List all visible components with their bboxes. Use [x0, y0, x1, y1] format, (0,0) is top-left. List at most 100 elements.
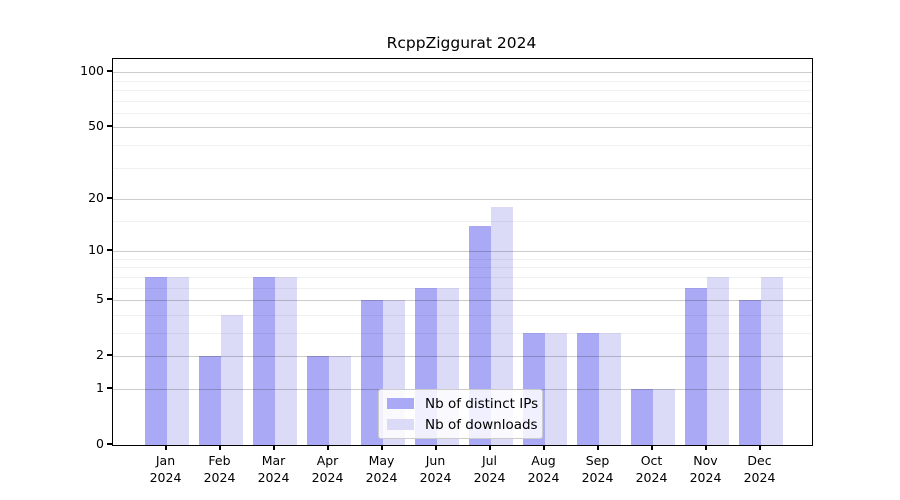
- bar-downloads-nov: [706, 276, 729, 445]
- x-axis-tick: [488, 445, 491, 450]
- x-tick-label: May 2024: [347, 452, 417, 486]
- bar-ips-oct: [630, 388, 653, 445]
- bar-downloads-apr: [328, 356, 351, 445]
- x-axis-tick: [758, 445, 761, 450]
- x-tick-label: Mar 2024: [239, 452, 309, 486]
- x-tick-label-year: 2024: [473, 470, 506, 485]
- legend-swatch-downloads: [387, 419, 414, 430]
- bar-ips-apr: [306, 356, 329, 445]
- legend-row-distinct-ips: Nb of distinct IPs: [387, 396, 538, 412]
- gridline-major: [113, 72, 812, 74]
- x-tick-label-year: 2024: [635, 470, 668, 485]
- x-tick-label-year: 2024: [311, 470, 344, 485]
- x-axis-tick: [164, 445, 167, 450]
- legend: Nb of distinct IPs Nb of downloads: [378, 389, 543, 439]
- bar-downloads-dec: [760, 276, 783, 445]
- y-tick-label: 2: [96, 347, 104, 363]
- x-tick-label-year: 2024: [203, 470, 236, 485]
- x-axis-tick: [380, 445, 383, 450]
- bar-downloads-sep: [598, 332, 621, 445]
- bar-ips-dec: [738, 300, 761, 445]
- bar-downloads-aug: [544, 332, 567, 445]
- x-tick-label: Jul 2024: [455, 452, 525, 486]
- gridline-minor: [113, 258, 812, 260]
- x-tick-label-year: 2024: [581, 470, 614, 485]
- gridline-major: [113, 300, 812, 302]
- x-tick-label: Aug 2024: [509, 452, 579, 486]
- x-tick-label: Nov 2024: [671, 452, 741, 486]
- x-axis-tick: [542, 445, 545, 450]
- bar-ips-jan: [144, 276, 167, 445]
- y-tick-label: 50: [88, 118, 104, 134]
- x-axis-tick: [218, 445, 221, 450]
- x-tick-label-year: 2024: [365, 470, 398, 485]
- y-axis-tick: [107, 443, 112, 445]
- chart-title: RcppZiggurat 2024: [386, 34, 537, 52]
- x-tick-label-year: 2024: [689, 470, 722, 485]
- legend-label-distinct-ips: Nb of distinct IPs: [425, 395, 539, 412]
- x-tick-label: Apr 2024: [293, 452, 363, 486]
- x-tick-label: Jan 2024: [131, 452, 201, 486]
- x-axis-tick: [326, 445, 329, 450]
- y-tick-label: 1: [96, 379, 104, 395]
- y-tick-label: 20: [88, 190, 104, 205]
- gridline-minor: [113, 267, 812, 269]
- x-tick-label-year: 2024: [743, 470, 776, 485]
- y-axis-tick: [107, 249, 112, 252]
- bar-downloads-oct: [652, 388, 675, 445]
- x-axis-tick: [434, 445, 437, 450]
- x-tick-label-year: 2024: [527, 470, 560, 485]
- y-tick-label: 100: [80, 63, 104, 79]
- x-tick-label: Feb 2024: [185, 452, 255, 486]
- gridline-minor: [113, 167, 812, 169]
- y-axis-tick: [107, 298, 112, 301]
- bar-downloads-mar: [274, 276, 297, 445]
- gridline-major: [113, 127, 812, 129]
- x-axis-tick: [650, 445, 653, 450]
- bar-ips-may: [360, 300, 383, 445]
- bar-ips-sep: [576, 332, 599, 445]
- gridline-minor: [113, 220, 812, 222]
- gridline-minor: [113, 89, 812, 91]
- x-tick-label-year: 2024: [419, 470, 452, 485]
- y-axis-tick: [107, 197, 112, 199]
- legend-swatch-distinct-ips: [387, 398, 414, 409]
- y-axis-tick: [107, 70, 112, 73]
- y-axis-tick: [107, 386, 112, 389]
- gridline-major: [113, 251, 812, 253]
- bar-ips-nov: [684, 287, 707, 445]
- x-tick-label-year: 2024: [257, 470, 290, 485]
- x-tick-label: Dec 2024: [725, 452, 795, 486]
- gridline-major: [113, 356, 812, 358]
- x-axis-tick: [596, 445, 599, 450]
- gridline-major: [113, 199, 812, 200]
- x-tick-label: Oct 2024: [617, 452, 687, 486]
- x-axis-tick: [272, 445, 275, 450]
- bar-ips-mar: [252, 276, 275, 445]
- plot-area: Nb of distinct IPs Nb of downloads: [112, 58, 813, 446]
- x-tick-label-year: 2024: [149, 470, 182, 485]
- gridline-minor: [113, 100, 812, 102]
- legend-label-downloads: Nb of downloads: [425, 416, 538, 433]
- bar-downloads-jul: [490, 207, 513, 445]
- y-tick-label: 10: [88, 242, 104, 258]
- bar-downloads-feb: [220, 314, 243, 445]
- legend-row-downloads: Nb of downloads: [387, 417, 538, 433]
- y-axis-tick: [107, 125, 112, 128]
- gridline-minor: [113, 80, 812, 82]
- bar-ips-feb: [198, 356, 221, 445]
- gridline-minor: [113, 276, 812, 278]
- y-tick-label: 0: [96, 436, 104, 451]
- gridline-minor: [113, 332, 812, 334]
- gridline-minor: [113, 112, 812, 114]
- bar-downloads-jan: [166, 276, 189, 445]
- x-axis-tick: [704, 445, 707, 450]
- x-tick-label: Jun 2024: [401, 452, 471, 486]
- gridline-minor: [113, 287, 812, 289]
- y-axis-tick: [107, 354, 112, 357]
- gridline-minor: [113, 314, 812, 316]
- x-tick-label: Sep 2024: [563, 452, 633, 486]
- y-tick-label: 5: [96, 291, 104, 307]
- gridline-minor: [113, 144, 812, 146]
